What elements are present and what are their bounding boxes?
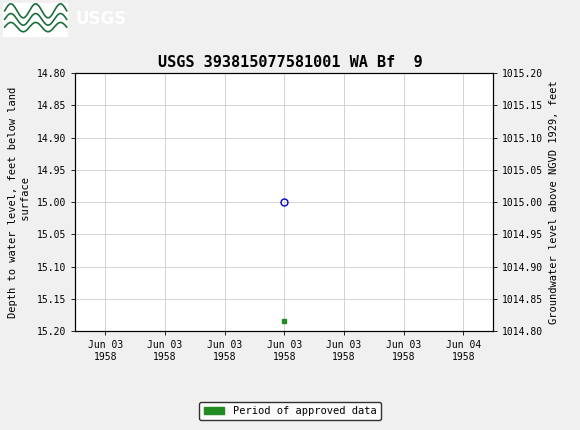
Legend: Period of approved data: Period of approved data	[200, 402, 380, 421]
Y-axis label: Depth to water level, feet below land
 surface: Depth to water level, feet below land su…	[8, 86, 31, 318]
Text: USGS 393815077581001 WA Bf  9: USGS 393815077581001 WA Bf 9	[158, 55, 422, 70]
Bar	[3, 3, 67, 36]
Y-axis label: Groundwater level above NGVD 1929, feet: Groundwater level above NGVD 1929, feet	[549, 80, 559, 324]
Text: USGS: USGS	[75, 10, 126, 28]
